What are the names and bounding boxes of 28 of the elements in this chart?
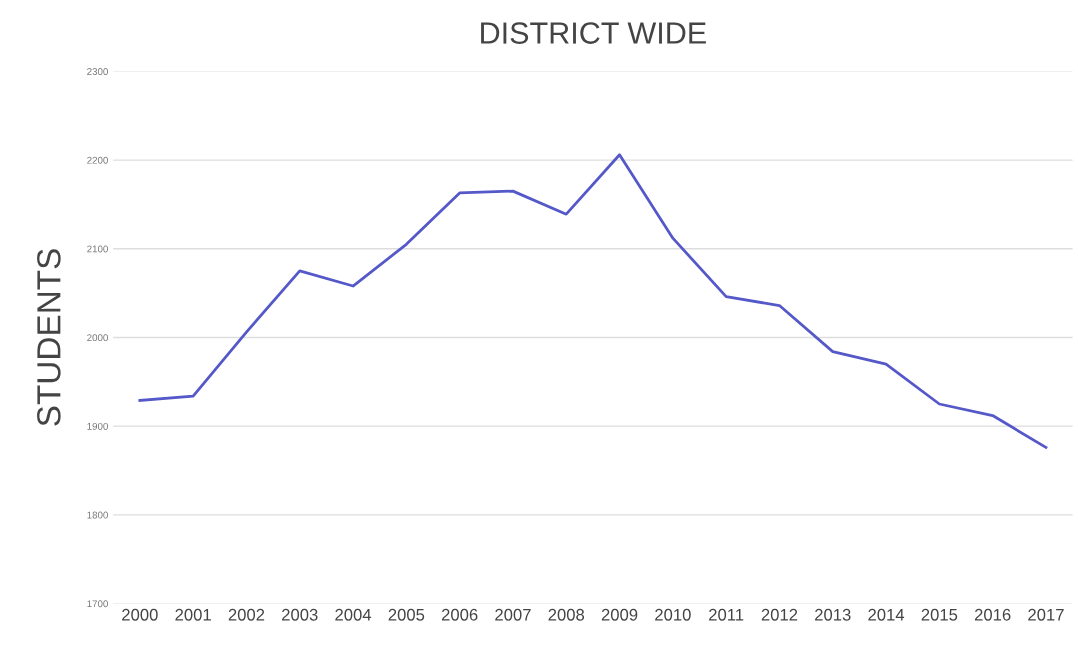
x-tick-label: 2008 — [548, 608, 585, 621]
y-tick-label: 2300 — [87, 68, 108, 76]
x-tick-label: 2001 — [175, 608, 211, 621]
x-tick-label: 2005 — [388, 608, 425, 621]
x-tick-label: 2011 — [709, 608, 744, 621]
x-tick-label: 2010 — [655, 608, 691, 621]
x-tick-label: 2003 — [282, 608, 318, 621]
x-tick-label: 2016 — [974, 608, 1011, 621]
y-tick-label: 1700 — [87, 600, 108, 608]
y-axis-title: STUDENTS — [37, 249, 61, 426]
y-tick-label: 1800 — [87, 511, 108, 519]
y-tick-label: 2100 — [87, 245, 108, 253]
chart-title: DISTRICT WIDE — [481, 22, 706, 44]
y-tick-label: 1900 — [87, 422, 108, 430]
x-tick-label: 2015 — [921, 608, 958, 621]
x-tick-label: 2000 — [122, 608, 158, 621]
x-tick-label: 2002 — [228, 608, 265, 621]
x-tick-label: 2014 — [868, 608, 905, 621]
x-tick-label: 2007 — [495, 608, 531, 621]
x-tick-label: 2012 — [761, 608, 798, 621]
y-tick-label: 2000 — [87, 334, 108, 342]
x-tick-label: 2004 — [335, 608, 372, 621]
x-tick-label: 2013 — [815, 608, 851, 621]
x-tick-label: 2017 — [1028, 608, 1064, 621]
x-tick-label: 2006 — [441, 608, 478, 621]
y-tick-label: 2200 — [87, 156, 108, 164]
x-tick-label: 2009 — [601, 608, 638, 621]
line-series — [138, 153, 1048, 449]
